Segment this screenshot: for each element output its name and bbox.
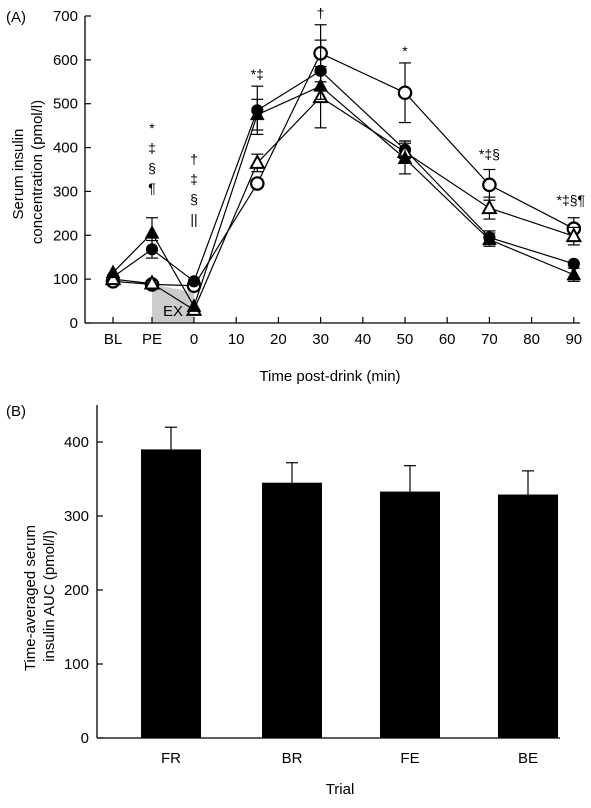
panel-b-ylabel-line-1: Time-averaged serum (22, 525, 39, 671)
panel-a-ylabel-line-2: concentration (pmol/l) (29, 100, 46, 244)
series-line (113, 71, 574, 282)
y-tick-label: 0 (81, 730, 89, 747)
panel-a-y-axis-title: Serum insulin concentration (pmol/l) (10, 100, 46, 244)
significance-mark: ¶ (148, 180, 156, 196)
panel-a: (A) Serum insulin concentration (pmol/l)… (6, 5, 585, 385)
series-point (567, 268, 580, 280)
x-tick-label: 10 (228, 331, 245, 348)
significance-mark: *‡§ (479, 146, 500, 162)
series-point (251, 177, 263, 189)
x-tick-label: BL (104, 331, 122, 348)
significance-mark: † (190, 151, 198, 167)
ex-shaded-region: EX (152, 284, 194, 323)
panel-b-bars: FR BR FE BE (141, 427, 558, 767)
y-tick-label: 200 (64, 582, 89, 599)
ex-label: EX (163, 303, 183, 320)
x-tick-label: FR (161, 750, 181, 767)
panel-b: (B) Time-averaged serum insulin AUC (pmo… (6, 403, 560, 798)
significance-mark: *‡ (251, 66, 264, 82)
significance-mark: *‡§¶ (557, 192, 586, 208)
y-tick-label: 0 (70, 315, 78, 332)
y-tick-label: 500 (53, 96, 78, 113)
panel-a-series (107, 25, 581, 315)
panel-a-ylabel-line-1: Serum insulin (10, 129, 27, 220)
panel-b-x-axis-title: Trial (326, 781, 355, 798)
series-filled-triangle (107, 73, 581, 311)
series-open-circle (107, 25, 580, 292)
bar-FR (141, 449, 201, 738)
significance-mark: * (402, 43, 408, 59)
significance-mark: ‡ (148, 140, 156, 156)
panel-b-y-axis-title: Time-averaged serum insulin AUC (pmol/l) (22, 521, 58, 671)
series-point (399, 87, 411, 99)
panel-a-x-axis-title: Time post-drink (min) (259, 368, 400, 385)
y-tick-label: 100 (64, 656, 89, 673)
significance-mark: ‡ (190, 171, 198, 187)
series-line (113, 53, 574, 285)
significance-mark: † (317, 5, 325, 21)
x-tick-label: 90 (565, 331, 582, 348)
series-point (314, 79, 327, 91)
y-tick-label: 300 (64, 508, 89, 525)
series-filled-circle (107, 40, 579, 287)
significance-mark: * (149, 120, 155, 136)
y-tick-label: 200 (53, 227, 78, 244)
x-tick-label: 0 (190, 331, 198, 348)
significance-mark: || (190, 211, 197, 227)
y-tick-label: 300 (53, 183, 78, 200)
x-tick-label: 60 (439, 331, 456, 348)
bar-BR (262, 483, 322, 738)
x-tick-label: 80 (523, 331, 540, 348)
series-point (483, 179, 495, 191)
y-tick-label: 400 (64, 434, 89, 451)
y-tick-label: 100 (53, 271, 78, 288)
y-tick-label: 700 (53, 8, 78, 25)
panel-a-annotations: *‡§¶†‡§||*‡†**‡§*‡§¶ (148, 5, 585, 227)
x-tick-label: PE (142, 331, 162, 348)
significance-mark: § (148, 160, 156, 176)
bar-BE (498, 495, 558, 738)
significance-mark: § (190, 191, 198, 207)
x-tick-label: BR (282, 750, 303, 767)
x-tick-label: FE (400, 750, 419, 767)
x-tick-label: 30 (312, 331, 329, 348)
y-tick-label: 600 (53, 52, 78, 69)
panel-b-label: (B) (6, 403, 26, 420)
y-tick-label: 400 (53, 140, 78, 157)
panel-a-label: (A) (6, 9, 26, 26)
x-tick-label: BE (518, 750, 538, 767)
x-tick-label: 50 (397, 331, 414, 348)
series-point (146, 226, 159, 238)
x-tick-label: 20 (270, 331, 287, 348)
bar-FE (380, 492, 440, 738)
x-tick-label: 40 (354, 331, 371, 348)
series-point (483, 201, 496, 213)
series-point (188, 276, 199, 287)
series-line (113, 86, 574, 306)
series-line (113, 97, 574, 310)
x-tick-label: 70 (481, 331, 498, 348)
panel-b-ylabel-line-2: insulin AUC (pmol/l) (41, 530, 58, 662)
